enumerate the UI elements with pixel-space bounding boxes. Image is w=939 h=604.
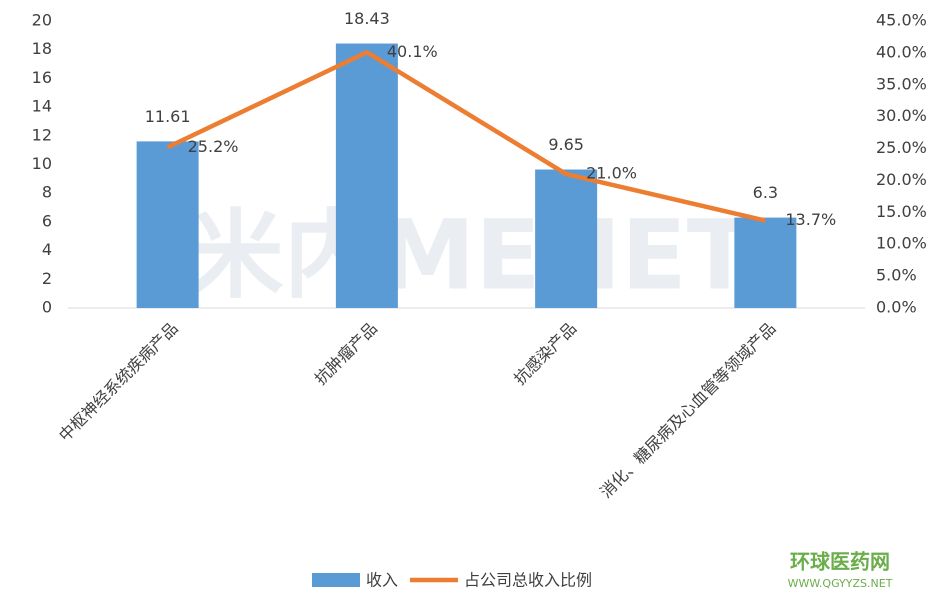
logo-url: WWW.QGYYZS.NET xyxy=(788,577,893,590)
y-tick-label: 4 xyxy=(42,240,52,259)
y2-tick-label: 45.0% xyxy=(876,11,927,30)
y-tick-label: 0 xyxy=(42,298,52,317)
x-tick-label: 中枢神经系统疾病产品 xyxy=(55,319,182,446)
y2-tick-label: 40.0% xyxy=(876,42,927,61)
x-tick-label: 消化、糖尿病及心血管等领域产品 xyxy=(596,319,779,502)
legend-label: 占公司总收入比例 xyxy=(464,571,592,590)
bar-value-label: 18.43 xyxy=(344,9,390,28)
bar xyxy=(335,43,398,308)
watermark: 米内MENET xyxy=(188,199,753,311)
y2-tick-label: 35.0% xyxy=(876,74,927,93)
bar xyxy=(136,141,199,308)
y2-tick-label: 10.0% xyxy=(876,234,927,253)
y2-tick-label: 20.0% xyxy=(876,170,927,189)
line-value-label: 25.2% xyxy=(188,137,239,156)
bar-value-label: 9.65 xyxy=(548,135,584,154)
y-tick-label: 20 xyxy=(32,11,52,30)
y-tick-label: 18 xyxy=(32,39,52,58)
bar-value-label: 11.61 xyxy=(145,107,191,126)
line-value-label: 40.1% xyxy=(387,42,438,61)
y-tick-label: 16 xyxy=(32,68,52,87)
legend-swatch xyxy=(312,573,360,587)
x-tick-label: 抗肿瘤产品 xyxy=(311,319,381,389)
line-value-label: 21.0% xyxy=(586,164,637,183)
line-value-label: 13.7% xyxy=(785,210,836,229)
y-tick-label: 12 xyxy=(32,125,52,144)
y2-tick-label: 25.0% xyxy=(876,138,927,157)
y2-tick-label: 30.0% xyxy=(876,106,927,125)
legend-label: 收入 xyxy=(366,571,398,590)
y2-tick-label: 15.0% xyxy=(876,202,927,221)
bar xyxy=(734,217,797,308)
logo-name: 环球医药网 xyxy=(790,550,890,574)
y2-tick-label: 5.0% xyxy=(876,266,917,285)
y-tick-label: 2 xyxy=(42,269,52,288)
y-tick-label: 8 xyxy=(42,183,52,202)
y-tick-label: 14 xyxy=(32,97,52,116)
y-tick-label: 10 xyxy=(32,154,52,173)
x-tick-label: 抗感染产品 xyxy=(510,319,580,389)
y-tick-label: 6 xyxy=(42,211,52,230)
bar-value-label: 6.3 xyxy=(753,183,778,202)
y2-tick-label: 0.0% xyxy=(876,298,917,317)
bar xyxy=(535,169,598,308)
line xyxy=(166,50,766,223)
